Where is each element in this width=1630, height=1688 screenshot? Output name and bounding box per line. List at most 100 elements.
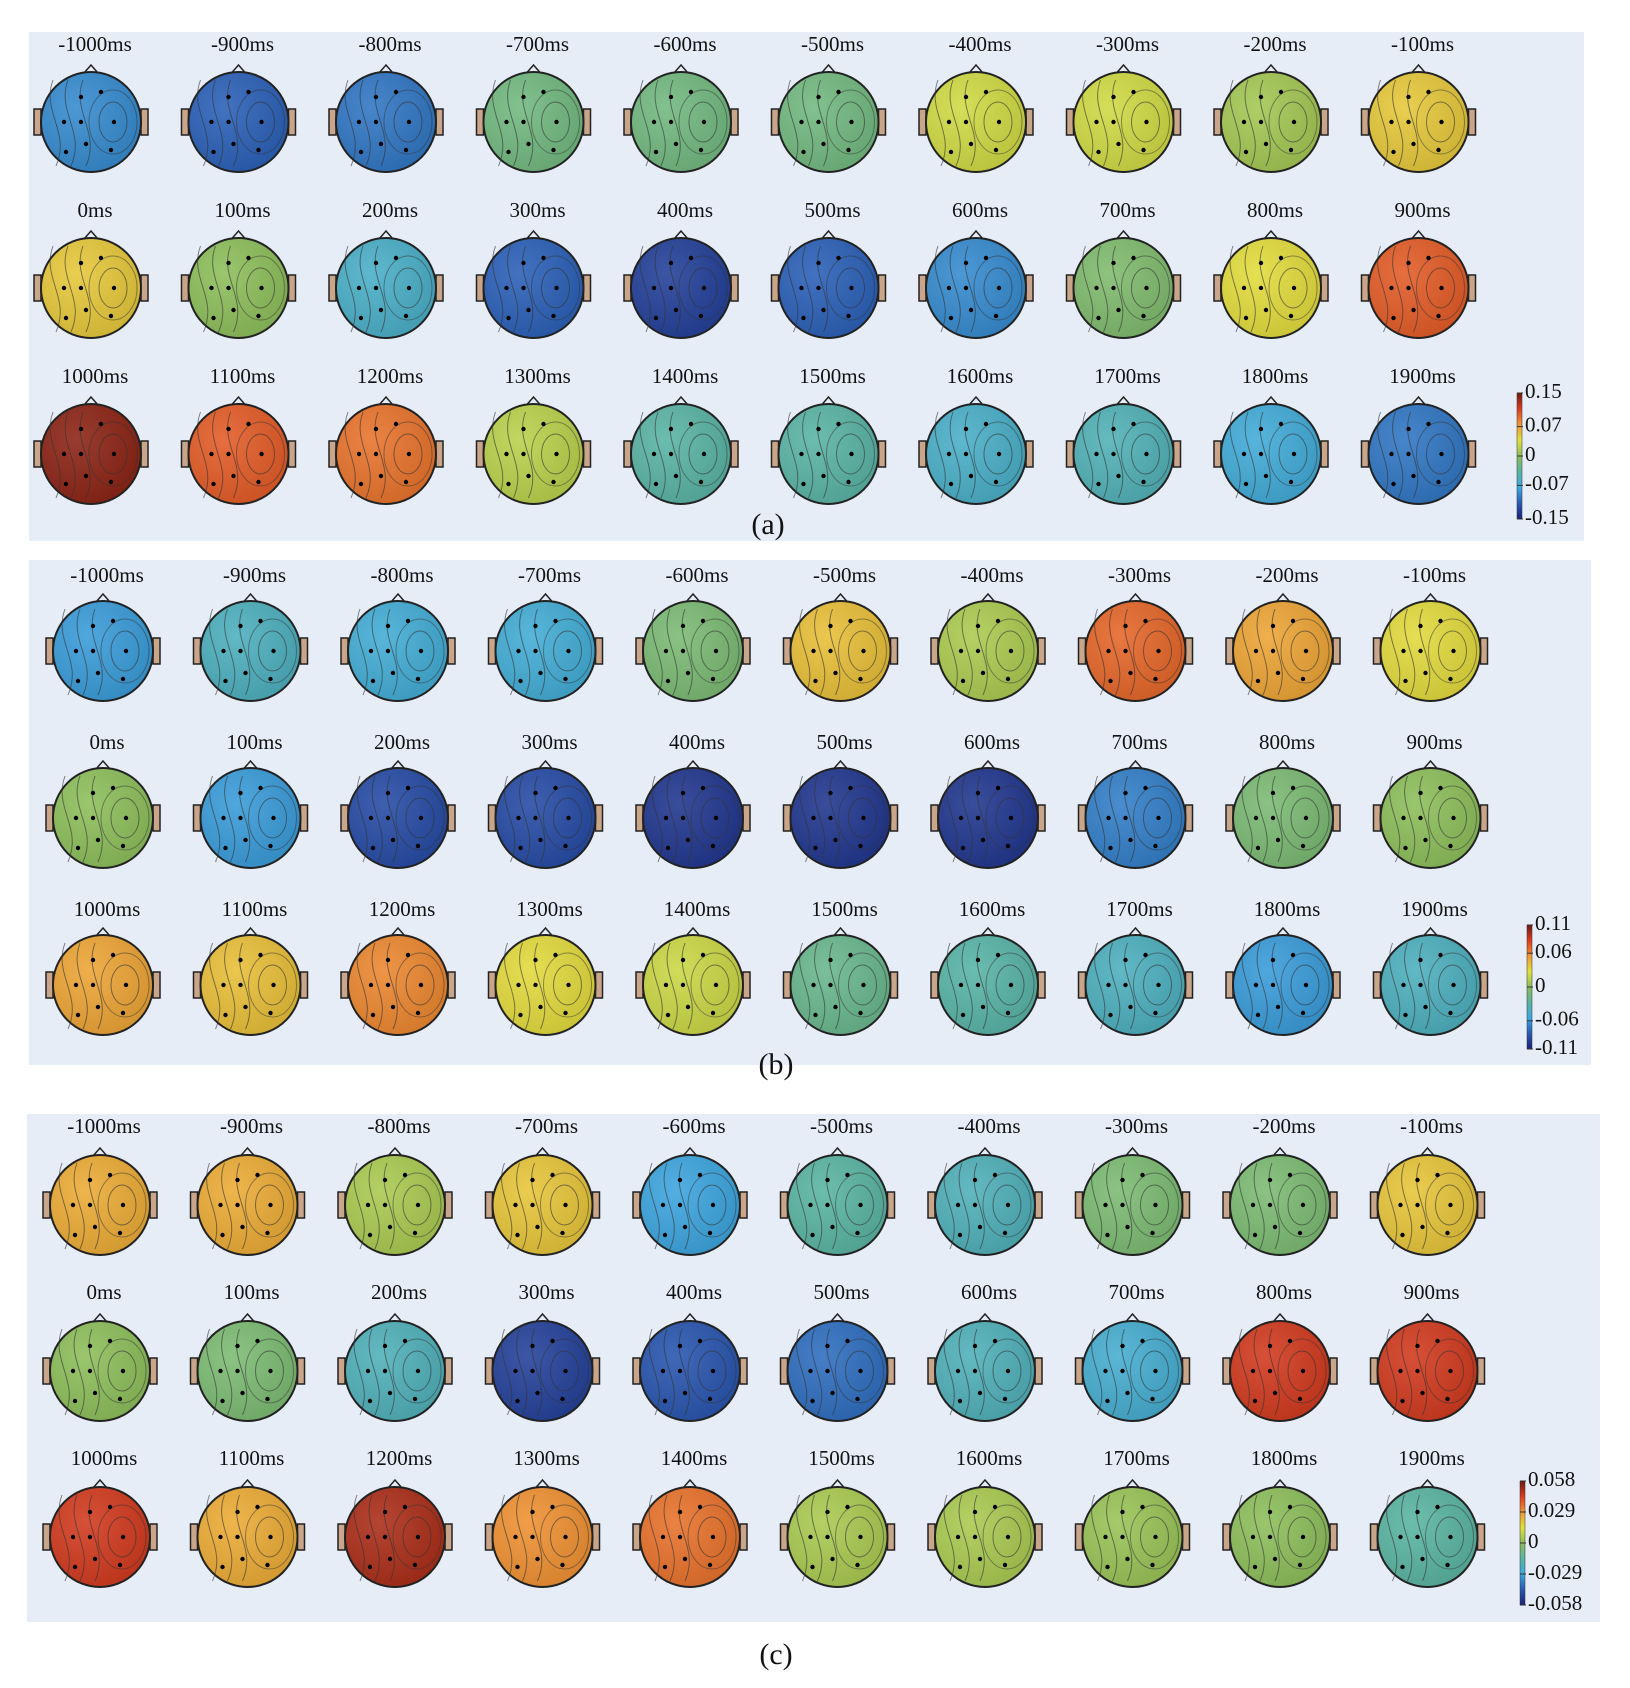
shading (496, 602, 595, 700)
ear (1332, 804, 1341, 832)
ear (296, 1523, 306, 1551)
electrode (98, 255, 104, 261)
contour (826, 255, 875, 321)
contour (973, 421, 1023, 487)
head-map (1077, 926, 1194, 1036)
nose (83, 63, 99, 74)
electrode (554, 451, 559, 457)
nose (673, 229, 689, 240)
electrode (680, 790, 686, 796)
contour (553, 797, 582, 839)
electrode (811, 815, 816, 821)
electrode (63, 149, 69, 155)
nose (242, 759, 259, 770)
electrode (566, 815, 571, 821)
ear (152, 971, 161, 999)
contour (1407, 411, 1419, 499)
nose (239, 1146, 256, 1157)
shading (1234, 769, 1332, 867)
electrode (1106, 648, 1111, 654)
electrode (231, 473, 236, 479)
electrode (563, 1010, 568, 1016)
electrode (955, 1534, 961, 1540)
contour (209, 775, 221, 863)
electrode (385, 982, 391, 988)
ear (632, 1523, 641, 1551)
ear (1332, 637, 1341, 665)
time-label: 1100ms (222, 897, 288, 921)
shading (641, 1156, 739, 1254)
electrode (1131, 421, 1136, 427)
ear (742, 804, 751, 832)
shading (51, 1322, 149, 1420)
shading (1381, 602, 1480, 700)
electrode (858, 1368, 863, 1374)
contour (368, 1494, 380, 1582)
electrode (1103, 1202, 1108, 1208)
electrode (1128, 837, 1133, 843)
head-map (927, 1478, 1043, 1588)
electrode (698, 147, 704, 153)
electrode (418, 982, 424, 988)
head-map (1213, 63, 1329, 173)
contour (838, 618, 887, 684)
electrode (75, 1012, 81, 1018)
electrode (946, 119, 952, 125)
electrode (373, 426, 379, 432)
electrode (1241, 119, 1247, 125)
electrode (516, 982, 521, 988)
electrode (98, 89, 104, 95)
nose (829, 1146, 846, 1157)
contour (98, 101, 128, 143)
contour (1401, 1162, 1413, 1250)
electrode (403, 479, 409, 485)
ear (1181, 1191, 1191, 1219)
electrode (858, 1202, 863, 1208)
electrode (365, 1534, 371, 1540)
colorbar-tick-label: 0 (1525, 442, 1536, 466)
nose (1127, 926, 1144, 937)
electrode (75, 845, 81, 851)
electrode (268, 676, 273, 682)
electrode (825, 1177, 830, 1183)
nose (537, 926, 554, 937)
time-label: 1700ms (1103, 1446, 1170, 1470)
contour (687, 1504, 737, 1570)
contour (1416, 1494, 1428, 1582)
contour (835, 1504, 884, 1570)
contour (245, 1172, 294, 1238)
contour (1133, 618, 1182, 684)
contour (663, 1162, 675, 1250)
ear (487, 804, 497, 832)
electrode (1140, 1504, 1145, 1510)
contour (1404, 775, 1416, 863)
head-map (192, 592, 309, 702)
nose (534, 1478, 551, 1489)
contour (1097, 245, 1109, 333)
electrode (1435, 1338, 1440, 1344)
ear (886, 1357, 896, 1385)
head-map (1074, 1146, 1191, 1256)
electrode (1278, 255, 1284, 261)
head-map (770, 229, 887, 339)
contour (531, 1162, 543, 1250)
colorbar-tick-label: -0.15 (1525, 505, 1569, 529)
contour (519, 608, 531, 696)
head-map (632, 1478, 748, 1588)
electrode (78, 94, 84, 100)
electrode (368, 815, 374, 821)
contour (651, 942, 663, 1030)
electrode (1253, 815, 1259, 821)
contour (1428, 785, 1477, 851)
shading (493, 1156, 592, 1254)
electrode (960, 1012, 966, 1018)
ear (742, 971, 751, 999)
electrode (412, 1396, 418, 1402)
contour (958, 1494, 970, 1582)
contour (1256, 608, 1268, 696)
contour (983, 433, 1013, 475)
electrode (1125, 1390, 1130, 1396)
head-map (1360, 395, 1477, 505)
electrode (87, 1509, 93, 1515)
ear (1213, 440, 1222, 468)
